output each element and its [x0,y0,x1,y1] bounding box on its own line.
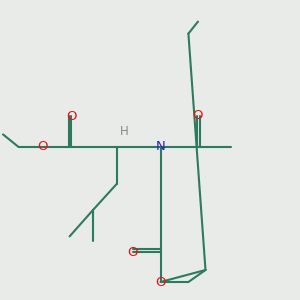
Text: O: O [192,109,203,122]
Text: H: H [120,125,129,138]
Text: O: O [66,110,77,123]
Text: O: O [155,275,166,289]
Text: O: O [37,140,47,154]
Text: O: O [127,245,138,259]
Text: N: N [156,140,165,154]
